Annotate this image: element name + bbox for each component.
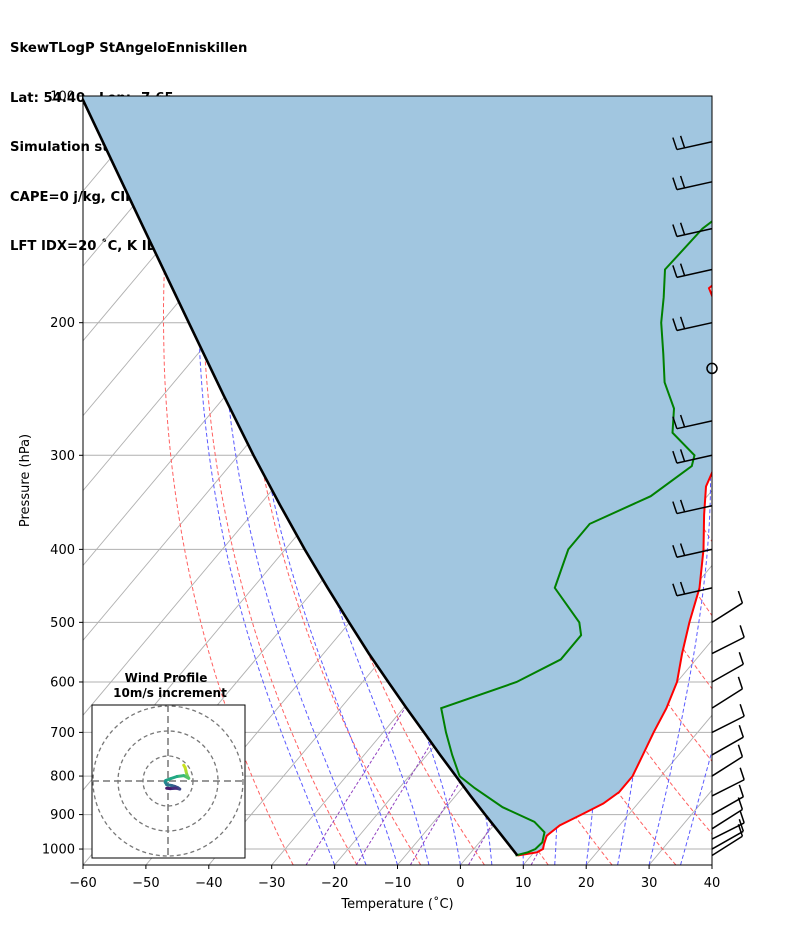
y-tick-label: 200 [50, 316, 75, 331]
plot-area [83, 96, 794, 865]
wind-barb [711, 797, 744, 830]
y-axis-label: Pressure (hPa) [18, 434, 33, 527]
mixing-ratio-line [305, 681, 423, 865]
y-tick-label: 800 [50, 770, 75, 785]
y-tick-label: 100 [50, 90, 75, 105]
y-tick-label: 400 [50, 543, 75, 558]
wind-barb [711, 724, 745, 756]
wind-barb [711, 625, 745, 655]
x-tick-label: 0 [456, 876, 464, 891]
y-tick-label: 500 [50, 616, 75, 631]
isotherm-line [775, 96, 794, 865]
x-tick-label: −50 [132, 876, 159, 891]
x-tick-label: −30 [258, 876, 285, 891]
wind-barb [672, 175, 713, 191]
wind-barb [711, 651, 745, 683]
wind-barb [711, 819, 745, 850]
temperature-profile [517, 284, 712, 857]
wind-barb [672, 449, 713, 464]
hodograph-subtitle: 10m/s increment [113, 686, 227, 700]
y-tick-label: 900 [50, 808, 75, 823]
x-tick-label: −40 [195, 876, 222, 891]
dry-adiabat-line [163, 96, 294, 865]
parcel-profile [83, 96, 519, 857]
isotherm-line [711, 864, 712, 865]
x-tick-label: 20 [578, 876, 595, 891]
wind-barb [672, 543, 713, 558]
cin-shading [83, 96, 712, 856]
wind-barb [711, 744, 744, 777]
moist-adiabat-line [711, 863, 712, 865]
wind-barb [711, 810, 745, 840]
moist-adiabat-line [197, 96, 336, 865]
wind-barb [711, 590, 744, 623]
moist-adiabat-line [680, 749, 712, 865]
dry-adiabat-line [201, 96, 358, 865]
x-tick-label: −20 [321, 876, 348, 891]
moist-adiabat-line [298, 96, 461, 865]
wind-barbs [672, 135, 745, 857]
dry-adiabat-line [701, 96, 712, 130]
wind-barb [672, 222, 713, 238]
wind-barb [672, 316, 713, 332]
wind-barb [672, 581, 713, 597]
y-tick-label: 700 [50, 726, 75, 741]
y-tick-label: 600 [50, 675, 75, 690]
y-tick-label: 1000 [42, 843, 75, 858]
x-axis-label: Temperature (˚C) [340, 896, 453, 912]
x-tick-label: −10 [384, 876, 411, 891]
mixing-ratio-line [409, 681, 521, 865]
isotherm-line [585, 714, 712, 865]
mixing-ratio-line [355, 681, 470, 865]
wind-barb [672, 414, 713, 430]
wind-barb [672, 499, 713, 515]
x-tick-label: 10 [515, 876, 532, 891]
wind-barb [711, 784, 745, 816]
wind-barb [711, 703, 745, 734]
x-tick-label: 30 [641, 876, 658, 891]
x-tick-label: 40 [704, 876, 721, 891]
moist-adiabat-line [220, 96, 367, 865]
wind-barb [711, 676, 744, 709]
wind-barb [711, 767, 745, 797]
y-tick-label: 300 [50, 449, 75, 464]
hodograph-title: Wind Profile [125, 671, 208, 685]
isotherm-line [83, 96, 227, 267]
wind-barb [672, 263, 713, 279]
dewpoint-profile [440, 220, 712, 857]
x-tick-label: −60 [69, 876, 96, 891]
wind-barb [672, 135, 713, 151]
wind-barb [706, 362, 718, 375]
chart-title: SkewTLogP StAngeloEnniskillen [10, 41, 248, 56]
